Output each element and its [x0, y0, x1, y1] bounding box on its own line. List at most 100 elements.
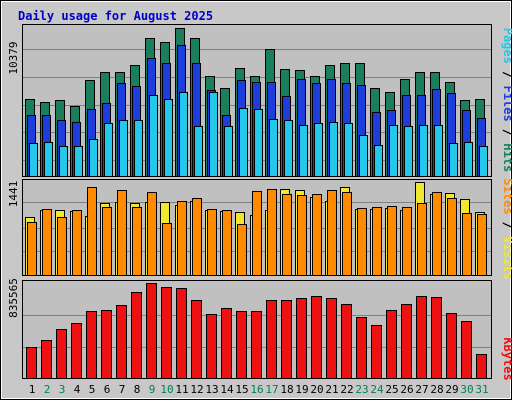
x-axis-labels: 1 2 3 4 5 6 7 8 9 10 11 12 13 14 15 16 17 18 19 20 21 22 23 24 2… [29, 383, 489, 396]
bar-sites-day-18 [282, 194, 292, 276]
bar-pages-day-29 [449, 143, 458, 177]
bar-sites-day-16 [252, 191, 262, 276]
bar-pages-day-20 [314, 123, 323, 177]
legend-sep: / [501, 64, 512, 86]
bar-pages-day-5 [89, 139, 98, 177]
bar-kbytes-day-14 [221, 308, 232, 379]
legend-sites: Sites [501, 178, 512, 214]
bar-sites-day-23 [357, 208, 367, 276]
bottom-y-tick-label: 835565 [7, 278, 20, 318]
bar-pages-day-3 [59, 146, 68, 177]
bar-kbytes-day-5 [86, 311, 97, 379]
middle-legend: Sites / Visits [501, 178, 512, 279]
x-tick-label-25: 25 [385, 383, 398, 396]
x-tick-label-3: 3 [59, 383, 66, 396]
bar-kbytes-day-7 [116, 305, 127, 379]
bar-kbytes-day-10 [161, 287, 172, 379]
x-tick-label-2: 2 [44, 383, 51, 396]
x-tick-label-22: 22 [340, 383, 353, 396]
bar-sites-day-29 [447, 198, 457, 276]
x-tick-label-4: 4 [74, 383, 81, 396]
x-tick-label-14: 14 [220, 383, 234, 396]
bar-pages-day-16 [254, 109, 263, 177]
bar-sites-day-28 [432, 192, 442, 276]
bar-pages-day-28 [434, 125, 443, 177]
bar-pages-day-1 [29, 143, 38, 177]
bar-kbytes-day-6 [101, 310, 112, 379]
bar-kbytes-day-4 [71, 323, 82, 379]
x-tick-label-19: 19 [295, 383, 308, 396]
bar-sites-day-14 [222, 210, 232, 276]
bar-kbytes-day-31 [476, 354, 487, 379]
x-tick-label-24: 24 [370, 383, 384, 396]
bar-sites-day-24 [372, 207, 382, 276]
bar-sites-day-13 [207, 209, 217, 276]
bar-pages-day-26 [404, 126, 413, 177]
bar-kbytes-day-3 [56, 329, 67, 379]
x-tick-label-17: 17 [265, 383, 278, 396]
legend-files: Files [501, 86, 512, 122]
bar-sites-day-10 [162, 223, 172, 276]
bar-kbytes-day-24 [371, 325, 382, 379]
bar-kbytes-day-20 [311, 296, 322, 379]
bar-pages-day-14 [224, 126, 233, 177]
x-tick-label-31: 31 [475, 383, 488, 396]
x-tick-label-21: 21 [325, 383, 338, 396]
bar-pages-day-25 [389, 125, 398, 177]
bar-sites-day-3 [57, 217, 67, 276]
x-tick-label-11: 11 [175, 383, 188, 396]
legend-hits: Hits [501, 143, 512, 172]
bar-kbytes-day-8 [131, 292, 142, 379]
bar-sites-day-1 [27, 222, 37, 276]
bar-kbytes-day-27 [416, 296, 427, 379]
bar-pages-day-24 [374, 145, 383, 177]
bar-kbytes-day-26 [401, 304, 412, 379]
bar-kbytes-day-13 [206, 314, 217, 379]
x-tick-label-28: 28 [430, 383, 443, 396]
bar-sites-day-26 [402, 207, 412, 276]
legend-sep: / [501, 215, 512, 237]
bar-pages-day-6 [104, 123, 113, 177]
middle-y-tick-label: 1441 [7, 181, 20, 208]
x-tick-label-27: 27 [415, 383, 428, 396]
bar-sites-day-4 [72, 210, 82, 276]
bar-pages-day-8 [134, 120, 143, 177]
x-tick-label-7: 7 [119, 383, 126, 396]
bar-kbytes-day-16 [251, 311, 262, 379]
x-tick-label-26: 26 [400, 383, 413, 396]
x-tick-label-20: 20 [310, 383, 323, 396]
x-tick-label-6: 6 [104, 383, 111, 396]
bar-pages-day-13 [209, 92, 218, 177]
x-tick-label-15: 15 [235, 383, 248, 396]
bar-sites-day-25 [387, 206, 397, 276]
bar-pages-day-19 [299, 125, 308, 177]
bar-kbytes-day-21 [326, 298, 337, 379]
bar-sites-day-20 [312, 194, 322, 276]
bar-kbytes-day-23 [356, 317, 367, 379]
bar-kbytes-day-15 [236, 311, 247, 379]
bottom-legend: KBytes [501, 337, 512, 380]
bar-kbytes-day-22 [341, 304, 352, 379]
bar-kbytes-day-12 [191, 300, 202, 379]
bar-kbytes-day-28 [431, 297, 442, 379]
bar-pages-day-7 [119, 120, 128, 177]
x-tick-label-13: 13 [205, 383, 218, 396]
x-tick-label-16: 16 [250, 383, 263, 396]
x-tick-label-9: 9 [149, 383, 156, 396]
bar-pages-day-11 [179, 92, 188, 177]
x-tick-label-1: 1 [29, 383, 36, 396]
bar-sites-day-17 [267, 189, 277, 276]
bar-sites-day-31 [477, 214, 487, 276]
bar-pages-day-22 [344, 123, 353, 177]
middle-legend-text: Sites / Visits [501, 178, 512, 279]
bar-kbytes-day-11 [176, 288, 187, 379]
bar-pages-day-4 [74, 146, 83, 177]
bar-sites-day-30 [462, 213, 472, 276]
bar-kbytes-day-9 [146, 283, 157, 379]
x-tick-label-18: 18 [280, 383, 293, 396]
bar-kbytes-day-17 [266, 300, 277, 379]
bar-sites-day-22 [342, 192, 352, 276]
bar-kbytes-day-1 [26, 347, 37, 379]
bar-pages-day-15 [239, 108, 248, 177]
